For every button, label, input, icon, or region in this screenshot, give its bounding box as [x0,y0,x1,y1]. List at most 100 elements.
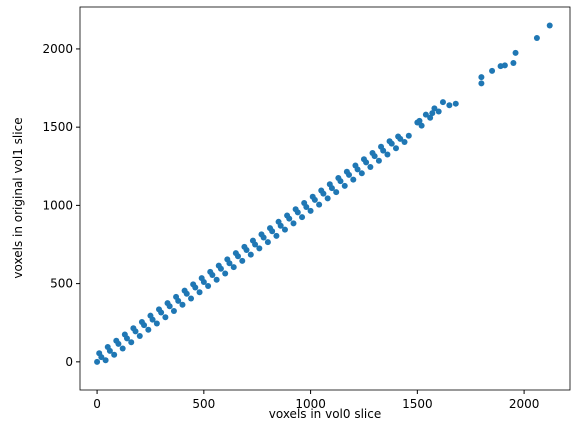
y-tick-label: 500 [50,277,73,291]
point [145,326,152,333]
point [392,145,399,152]
y-tick-label: 2000 [42,42,73,56]
y-tick-label: 0 [65,355,73,369]
point [343,168,350,175]
point [326,181,333,188]
point [155,306,162,313]
point [104,343,111,350]
x-axis-label: voxels in vol0 slice [269,407,381,421]
point [501,62,508,69]
point [512,49,519,56]
point [239,257,246,264]
point [431,105,438,112]
plot-frame [79,6,571,391]
point [290,220,297,227]
point [170,307,177,314]
point [215,262,222,269]
point [102,357,109,364]
point [510,60,517,67]
point [489,67,496,74]
point [446,102,453,109]
y-axis-label: voxels in original vol1 slice [11,117,25,278]
point [136,333,143,340]
point [207,268,214,275]
point [213,276,220,283]
point [439,99,446,106]
point [478,74,485,81]
point [316,201,323,208]
point [358,170,365,177]
point [533,34,540,41]
point [395,133,402,140]
point [190,281,197,288]
point [299,214,306,221]
point [230,264,237,271]
point [378,143,385,150]
point [94,358,101,365]
point [249,237,256,244]
point [113,337,120,344]
point [292,206,299,213]
point [196,289,203,296]
point [418,122,425,129]
point [284,212,291,219]
point [267,225,274,232]
point [350,176,357,183]
point [128,339,135,346]
point [198,275,205,282]
x-tick-label: 2000 [509,397,540,411]
point [188,295,195,302]
point [422,111,429,118]
point [281,226,288,233]
y-tick-label: 1500 [42,120,73,134]
point [309,193,316,200]
point [264,239,271,246]
point [546,22,553,29]
point [324,195,331,202]
point [247,251,254,258]
point [375,157,382,164]
point [258,231,265,238]
point [162,314,169,321]
point [386,138,393,145]
point [119,345,126,352]
x-tick-label: 0 [93,397,101,411]
point [360,156,367,163]
x-tick-label: 1500 [402,397,433,411]
point [275,218,282,225]
point [318,187,325,194]
point [138,318,145,325]
point [224,256,231,263]
point [173,293,180,300]
point [301,200,308,207]
y-tick-label: 1000 [42,198,73,212]
point [205,282,212,289]
point [384,151,391,158]
point [232,250,239,257]
point [333,189,340,196]
point [147,312,154,319]
x-tick-label: 1000 [295,397,326,411]
point [341,182,348,189]
point [427,114,434,121]
point [416,117,423,124]
point [256,245,263,252]
point [401,139,408,146]
point [121,331,128,338]
point [181,287,188,294]
point [111,351,118,358]
point [405,132,412,139]
point [164,300,171,307]
point [179,301,186,308]
point [435,108,442,115]
point [452,100,459,107]
point [96,350,103,357]
point [130,325,137,332]
point [429,110,436,117]
point [273,232,280,239]
point [153,320,160,327]
point [369,149,376,156]
point [307,207,314,214]
point [222,270,229,277]
